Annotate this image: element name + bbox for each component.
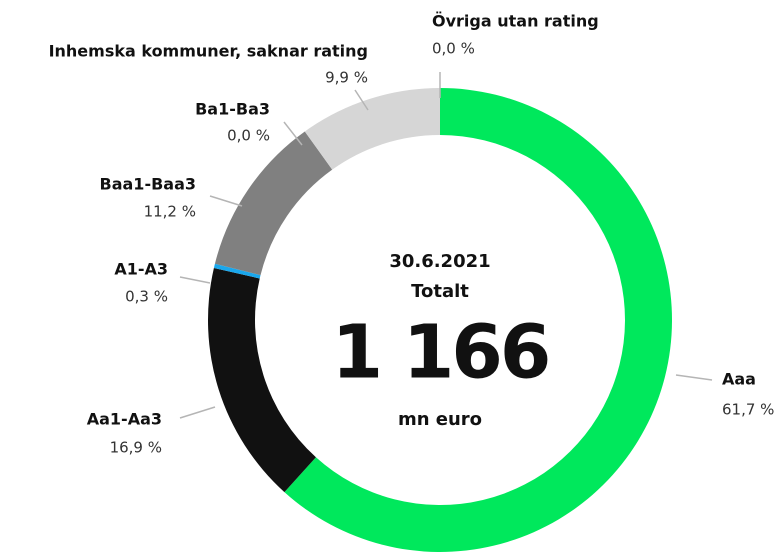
leader-line bbox=[283, 121, 303, 146]
donut-slice bbox=[214, 131, 333, 276]
category-label: A1-A3 bbox=[114, 260, 168, 279]
donut-slice bbox=[207, 267, 316, 493]
center-total: 1 166 bbox=[332, 310, 549, 396]
donut-slice bbox=[284, 88, 672, 552]
donut-slice bbox=[213, 263, 261, 279]
category-label: Baa1-Baa3 bbox=[100, 175, 196, 194]
value-label: 61,7 % bbox=[722, 401, 774, 419]
leader-line bbox=[354, 89, 369, 111]
value-label: 16,9 % bbox=[110, 439, 162, 457]
center-date: 30.6.2021 bbox=[389, 251, 490, 272]
value-label: 9,9 % bbox=[325, 69, 368, 87]
category-label: Inhemska kommuner, saknar rating bbox=[49, 42, 368, 61]
center-unit: mn euro bbox=[398, 409, 482, 430]
value-label: 0,0 % bbox=[227, 127, 270, 145]
leader-line bbox=[675, 374, 713, 381]
center-label: Totalt bbox=[411, 281, 469, 302]
category-label: Aa1-Aa3 bbox=[87, 410, 162, 429]
leader-line bbox=[209, 195, 243, 207]
donut-slice bbox=[304, 88, 440, 170]
value-label: 11,2 % bbox=[144, 203, 196, 221]
category-label: Övriga utan rating bbox=[432, 12, 599, 31]
leader-line bbox=[179, 406, 216, 419]
category-label: Aaa bbox=[722, 370, 756, 389]
leader-line bbox=[179, 276, 211, 284]
category-label: Ba1-Ba3 bbox=[195, 100, 270, 119]
value-label: 0,3 % bbox=[125, 288, 168, 306]
value-label: 0,0 % bbox=[432, 40, 475, 58]
